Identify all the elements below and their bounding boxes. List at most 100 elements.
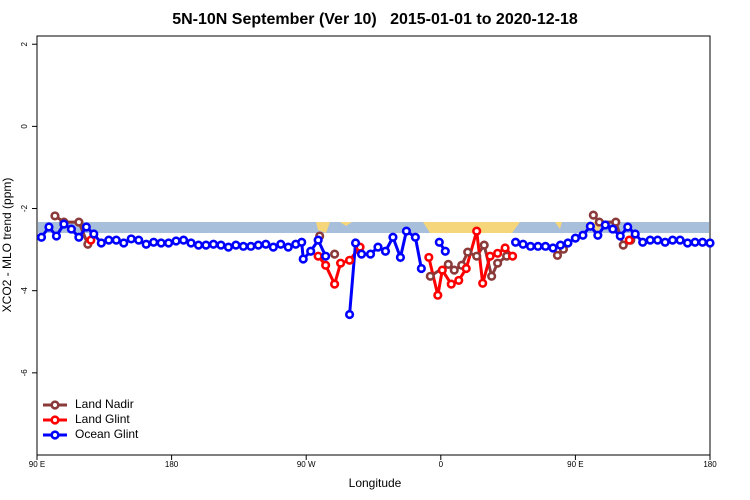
data-point: [149, 237, 159, 247]
data-point: [306, 246, 316, 256]
data-point: [313, 251, 323, 261]
data-point: [344, 255, 355, 265]
data-point: [472, 226, 482, 236]
data-point: [350, 238, 361, 248]
data-point: [246, 241, 256, 251]
data-point: [434, 237, 444, 247]
data-point: [510, 237, 521, 247]
series-line: [54, 214, 632, 281]
data-point: [449, 265, 459, 275]
data-point: [59, 219, 69, 229]
data-point: [555, 240, 566, 250]
data-point: [186, 238, 196, 248]
data-point: [356, 249, 367, 259]
data-point: [690, 237, 700, 247]
legend-swatch: [50, 430, 60, 440]
data-point: [193, 240, 204, 250]
data-point: [682, 238, 693, 248]
data-point: [365, 249, 376, 259]
data-point: [485, 251, 495, 261]
data-point: [36, 232, 47, 242]
y-tick-label: -4: [20, 287, 29, 295]
data-point: [697, 237, 708, 247]
data-point: [81, 222, 91, 232]
legend-label: Land Nadir: [75, 397, 134, 411]
data-point: [552, 250, 563, 260]
data-point: [425, 271, 435, 281]
y-tick-label: -6: [20, 369, 29, 377]
x-tick-label: 0: [439, 460, 444, 469]
data-point: [223, 242, 234, 252]
data-point: [463, 247, 473, 257]
data-point: [388, 232, 398, 242]
data-point: [578, 230, 588, 240]
y-axis-label: XCO2 - MLO trend (ppm): [0, 178, 14, 313]
data-point: [231, 240, 241, 250]
data-point: [433, 290, 443, 300]
x-tick-label: 90 W: [297, 460, 316, 469]
legend-label: Land Glint: [75, 412, 130, 426]
data-point: [178, 235, 189, 245]
data-point: [533, 241, 543, 251]
data-point: [216, 240, 226, 250]
data-point: [540, 241, 551, 251]
data-point: [283, 242, 293, 252]
data-point: [443, 259, 453, 269]
data-point: [156, 238, 166, 248]
data-point: [630, 229, 640, 239]
data-point: [653, 235, 663, 245]
data-point: [50, 211, 60, 221]
data-point: [395, 252, 406, 263]
x-tick-label: 90 E: [567, 460, 583, 469]
data-point: [624, 235, 634, 245]
data-point: [618, 240, 628, 250]
data-point: [44, 222, 54, 232]
data-point: [705, 238, 715, 248]
data-point: [500, 243, 510, 253]
plot-frame: [36, 35, 711, 456]
data-point: [615, 231, 625, 241]
legend-swatch: [50, 415, 60, 425]
data-point: [446, 279, 456, 289]
data-point: [461, 263, 471, 274]
data-point: [171, 236, 181, 246]
data-point: [600, 220, 610, 230]
data-point: [440, 246, 450, 256]
y-tick-label: 2: [20, 41, 29, 46]
data-point: [134, 235, 144, 245]
x-tick-label: 90 E: [29, 460, 45, 469]
data-point: [96, 238, 106, 248]
data-point: [487, 271, 497, 281]
data-point: [668, 235, 678, 245]
data-point: [66, 224, 76, 234]
data-point: [472, 251, 482, 261]
data-point: [401, 226, 412, 236]
y-tick-label: 0: [20, 124, 29, 129]
data-point: [437, 265, 447, 275]
data-point: [74, 232, 84, 242]
legend-label: Ocean Glint: [75, 427, 139, 441]
data-point: [297, 237, 307, 247]
data-point: [424, 252, 434, 263]
x-tick-label: 180: [165, 460, 179, 469]
data-point: [518, 239, 528, 249]
data-point: [611, 217, 621, 227]
data-point: [313, 235, 323, 245]
data-point: [410, 232, 420, 242]
data-point: [164, 238, 174, 248]
data-point: [111, 235, 121, 245]
data-point: [478, 278, 488, 288]
data-point: [268, 242, 278, 252]
data-point: [493, 248, 503, 258]
data-point: [570, 233, 581, 243]
data-point: [548, 243, 558, 253]
data-point: [330, 279, 340, 289]
data-point: [261, 239, 271, 249]
data-point: [330, 249, 340, 259]
chart-title: 5N-10N September (Ver 10) 2015-01-01 to …: [172, 11, 578, 28]
x-axis-label: Longitude: [349, 476, 402, 490]
data-point: [645, 235, 655, 245]
data-point: [416, 263, 426, 274]
data-point: [321, 260, 331, 270]
